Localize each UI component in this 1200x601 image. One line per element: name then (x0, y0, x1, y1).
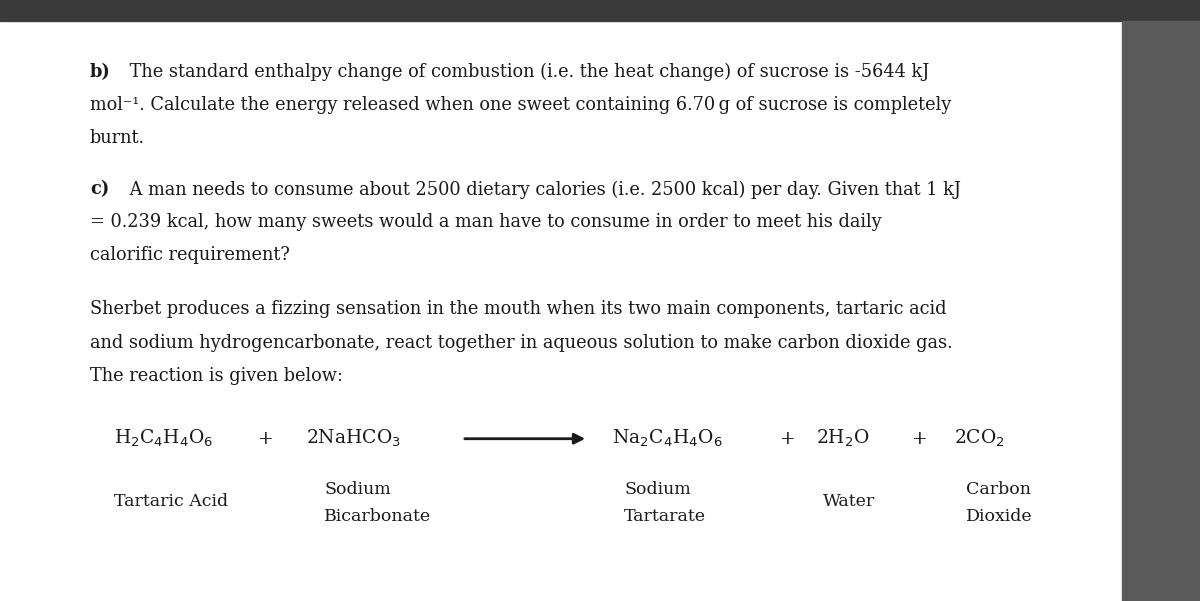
Text: mol⁻¹. Calculate the energy released when one sweet containing 6.70 g of sucrose: mol⁻¹. Calculate the energy released whe… (90, 96, 952, 114)
Text: 2CO$_2$: 2CO$_2$ (954, 428, 1004, 450)
Text: A man needs to consume about 2500 dietary calories (i.e. 2500 kcal) per day. Giv: A man needs to consume about 2500 dietar… (124, 180, 961, 198)
Text: +: + (912, 430, 928, 448)
Text: burnt.: burnt. (90, 129, 145, 147)
Text: Tartarate: Tartarate (624, 508, 706, 525)
Text: = 0.239 kcal, how many sweets would a man have to consume in order to meet his d: = 0.239 kcal, how many sweets would a ma… (90, 213, 882, 231)
Text: Sherbet produces a fizzing sensation in the mouth when its two main components, : Sherbet produces a fizzing sensation in … (90, 300, 947, 319)
Text: and sodium hydrogencarbonate, react together in aqueous solution to make carbon : and sodium hydrogencarbonate, react toge… (90, 334, 953, 352)
Text: b): b) (90, 63, 110, 81)
Text: 2H$_2$O: 2H$_2$O (816, 428, 870, 450)
Text: Na$_2$C$_4$H$_4$O$_6$: Na$_2$C$_4$H$_4$O$_6$ (612, 428, 722, 450)
Text: c): c) (90, 180, 109, 198)
Text: The standard enthalpy change of combustion (i.e. the heat change) of sucrose is : The standard enthalpy change of combusti… (124, 63, 929, 81)
Text: H$_2$C$_4$H$_4$O$_6$: H$_2$C$_4$H$_4$O$_6$ (114, 428, 214, 450)
Text: Bicarbonate: Bicarbonate (324, 508, 431, 525)
Text: Dioxide: Dioxide (966, 508, 1033, 525)
Bar (1122, 21, 1200, 601)
Text: Sodium: Sodium (324, 481, 391, 498)
Text: +: + (780, 430, 796, 448)
Text: Water: Water (823, 493, 876, 510)
Text: Sodium: Sodium (624, 481, 691, 498)
Text: calorific requirement?: calorific requirement? (90, 246, 290, 264)
Text: The reaction is given below:: The reaction is given below: (90, 367, 343, 385)
Text: Carbon: Carbon (966, 481, 1031, 498)
Bar (0, 0, 1200, 21)
Text: 2NaHCO$_3$: 2NaHCO$_3$ (306, 428, 401, 450)
Text: +: + (258, 430, 274, 448)
Text: Tartaric Acid: Tartaric Acid (114, 493, 228, 510)
